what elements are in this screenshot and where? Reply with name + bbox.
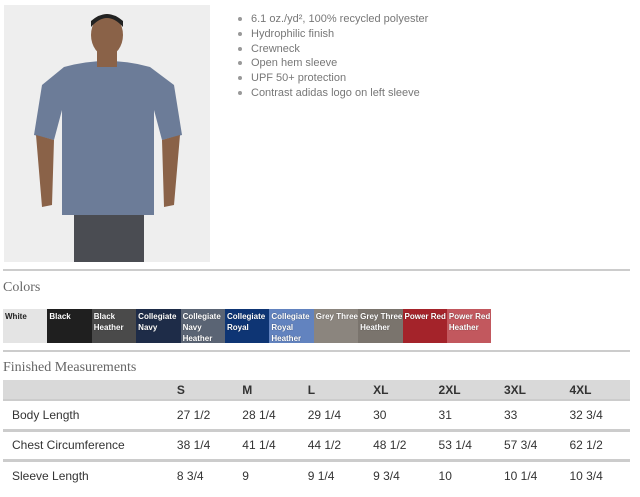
measurement-cell: 44 1/2 — [302, 430, 369, 462]
table-row: Sleeve Length 8 3/4 9 9 1/4 9 3/4 10 10 1/4 10 … — [3, 460, 630, 490]
feature-item: Hydrophilic finish — [236, 27, 428, 42]
measurement-cell: 10 3/4 — [569, 468, 603, 483]
row-label: Sleeve Length — [12, 468, 89, 483]
size-header: 4XL — [564, 380, 630, 401]
product-photo — [4, 5, 210, 262]
measurement-cell: 30 — [368, 400, 434, 432]
size-header: L — [302, 380, 369, 401]
measurement-cell: 27 1/2 — [171, 400, 238, 432]
color-swatch[interactable]: Black — [47, 309, 92, 343]
feature-item: 6.1 oz./yd², 100% recycled polyester — [236, 12, 428, 27]
measurement-cell: 29 1/4 — [302, 400, 369, 432]
color-swatch[interactable]: Black Heather — [91, 309, 137, 343]
feature-item: Crewneck — [236, 42, 428, 57]
measurements-heading: Finished Measurements — [3, 360, 137, 375]
measurement-cell: 32 3/4 — [564, 400, 630, 432]
measurement-cell: 33 — [498, 400, 565, 432]
color-swatch[interactable]: Grey Three Heather — [358, 309, 403, 343]
measurement-cell: 8 3/4 — [176, 468, 204, 483]
color-swatch[interactable]: Collegiate Royal — [224, 309, 270, 343]
color-swatch[interactable]: Collegiate Navy Heather — [180, 309, 225, 343]
size-header: S — [171, 380, 238, 401]
measurement-cell: 10 — [438, 468, 452, 483]
feature-item: Open hem sleeve — [236, 56, 428, 71]
feature-item: Contrast adidas logo on left sleeve — [236, 86, 428, 101]
feature-list: 6.1 oz./yd², 100% recycled polyester Hyd… — [236, 12, 428, 101]
measurement-cell: 62 1/2 — [564, 430, 630, 462]
measurement-cell: 41 1/4 — [237, 430, 303, 462]
measurement-cell: 31 — [433, 400, 499, 432]
measurement-cell: 9 1/4 — [307, 468, 335, 483]
measurement-cell: 9 3/4 — [373, 468, 400, 483]
divider — [3, 269, 630, 271]
measurement-cell: 48 1/2 — [368, 430, 434, 462]
size-header: 3XL — [498, 380, 565, 401]
color-swatch[interactable]: Collegiate Navy — [136, 309, 181, 343]
table-row: Body Length 27 1/2 28 1/4 29 1/4 30 31 33 32 3/… — [3, 400, 630, 432]
color-swatch[interactable]: White — [3, 309, 48, 343]
measurement-cell: 28 1/4 — [237, 400, 303, 432]
row-label: Chest Circumference — [3, 430, 172, 462]
divider — [3, 350, 630, 352]
table-row: Chest Circumference 38 1/4 41 1/4 44 1/2 48 … — [3, 430, 630, 462]
measurements-table: S M L XL 2XL 3XL 4XL Body Length 27 1/2 28 1/4 29… — [3, 380, 630, 490]
table-header-row: S M L XL 2XL 3XL 4XL — [3, 380, 630, 401]
size-header: 2XL — [433, 380, 499, 401]
measurement-cell: 10 1/4 — [503, 468, 538, 483]
measurement-cell: 53 1/4 — [433, 430, 499, 462]
feature-item: UPF 50+ protection — [236, 71, 428, 86]
size-header: M — [237, 380, 303, 401]
colors-heading: Colors — [3, 280, 41, 295]
measurement-cell: 38 1/4 — [171, 430, 238, 462]
size-header: XL — [368, 380, 434, 401]
header-blank — [3, 380, 172, 401]
color-swatch[interactable]: Power Red — [402, 309, 447, 343]
measurement-cell: 9 — [242, 468, 249, 483]
measurement-cell: 57 3/4 — [498, 430, 565, 462]
row-label: Body Length — [3, 400, 172, 432]
color-swatch[interactable]: Power Red Heather — [446, 309, 492, 343]
color-swatches: White Black Black Heather Collegiate Navy Co… — [3, 309, 492, 343]
color-swatch[interactable]: Grey Three — [313, 309, 359, 343]
color-swatch[interactable]: Collegiate Royal Heather — [269, 309, 314, 343]
